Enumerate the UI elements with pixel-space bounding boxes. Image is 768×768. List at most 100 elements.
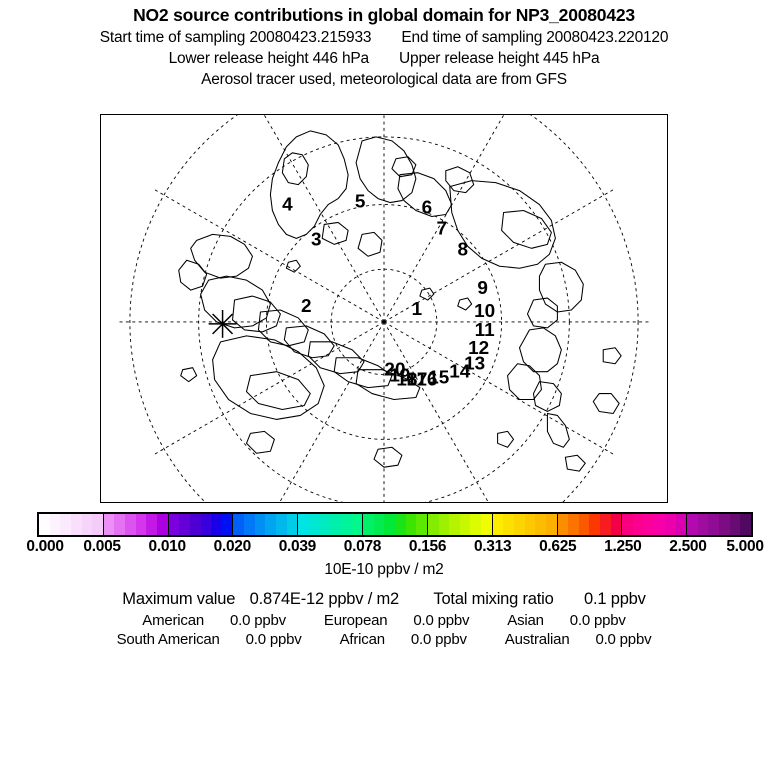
colorbar-step-8-4 bbox=[600, 514, 611, 535]
region-european: European 0.0 ppbv bbox=[324, 612, 470, 629]
colorbar-step-6-3 bbox=[459, 514, 471, 535]
colorbar-segment-0 bbox=[39, 514, 104, 535]
colorbar-step-6-4 bbox=[470, 514, 482, 535]
region-south-american: South American 0.0 ppbv bbox=[117, 631, 302, 648]
colorbar-segment-1 bbox=[103, 514, 169, 535]
start-time-label: Start time of sampling 20080423.215933 bbox=[99, 29, 372, 46]
region-australian-value: 0.0 ppbv bbox=[595, 631, 652, 648]
colorbar-step-2-3 bbox=[200, 514, 212, 535]
end-time-label: End time of sampling 20080423.220120 bbox=[401, 29, 669, 46]
hour-label-15: 15 bbox=[428, 368, 449, 389]
colorbar-step-5-2 bbox=[384, 514, 395, 535]
colorbar-step-8-2 bbox=[578, 514, 590, 535]
colorbar-step-10-0 bbox=[687, 514, 698, 535]
colorbar-tick-2: 0.010 bbox=[148, 538, 187, 555]
hour-label-16: 16 bbox=[416, 370, 437, 391]
region-south-american-value: 0.0 ppbv bbox=[245, 631, 302, 648]
colorbar-tick-0: 0.000 bbox=[26, 538, 64, 555]
maximum-value: 0.874E-12 ppbv / m2 bbox=[249, 590, 400, 608]
hour-label-11: 11 bbox=[475, 320, 495, 341]
hour-label-7: 7 bbox=[437, 218, 448, 239]
region-american-value: 0.0 ppbv bbox=[230, 612, 286, 629]
region-european-value: 0.0 ppbv bbox=[413, 612, 470, 629]
hour-label-8: 8 bbox=[457, 239, 468, 260]
colorbar-segment-9 bbox=[622, 514, 688, 535]
colorbar-step-0-5 bbox=[92, 514, 103, 535]
colorbar-step-4-5 bbox=[351, 514, 363, 535]
colorbar-step-8-5 bbox=[610, 514, 622, 535]
colorbar-step-5-4 bbox=[405, 514, 417, 535]
colorbar-step-6-0 bbox=[427, 514, 439, 535]
meridian-lines bbox=[116, 115, 652, 502]
tracer-note-row: Aerosol tracer used, meteorological data… bbox=[0, 71, 768, 89]
colorbar-step-7-2 bbox=[513, 514, 525, 535]
colorbar-tick-4: 0.039 bbox=[278, 538, 317, 555]
colorbar-step-4-2 bbox=[319, 514, 331, 535]
hour-label-4: 4 bbox=[282, 195, 293, 216]
colorbar-segment-6 bbox=[427, 514, 493, 535]
region-african: African 0.0 ppbv bbox=[340, 631, 467, 648]
colorbar-step-2-4 bbox=[211, 514, 222, 535]
region-south-american-label: South American bbox=[116, 631, 220, 648]
colorbar-step-1-2 bbox=[125, 514, 136, 535]
release-point-star-icon bbox=[208, 309, 237, 338]
colorbar-step-6-2 bbox=[449, 514, 460, 535]
colorbar-step-4-4 bbox=[340, 514, 352, 535]
colorbar-step-2-0 bbox=[168, 514, 180, 535]
colorbar-step-9-5 bbox=[675, 514, 687, 535]
region-african-label: African bbox=[339, 631, 385, 648]
hour-label-3: 3 bbox=[311, 229, 322, 250]
colorbar-step-9-3 bbox=[654, 514, 665, 535]
hour-label-10: 10 bbox=[474, 301, 495, 322]
colorbar-tick-3: 0.020 bbox=[213, 538, 252, 555]
colorbar-step-7-1 bbox=[503, 514, 514, 535]
colorbar-unit-label: 10E-10 ppbv / m2 bbox=[324, 561, 444, 578]
colorbar-step-3-5 bbox=[286, 514, 298, 535]
colorbar-step-2-2 bbox=[189, 514, 201, 535]
region-asian-label: Asian bbox=[507, 612, 544, 629]
colorbar-step-4-1 bbox=[308, 514, 320, 535]
sampling-time-row: Start time of sampling 20080423.215933 E… bbox=[0, 29, 768, 47]
upper-release-height-label: Upper release height 445 hPa bbox=[399, 50, 600, 67]
colorbar-step-4-0 bbox=[298, 514, 309, 535]
colorbar-step-3-4 bbox=[276, 514, 287, 535]
colorbar-step-10-5 bbox=[740, 514, 751, 535]
colorbar-step-8-1 bbox=[568, 514, 579, 535]
hour-label-9: 9 bbox=[477, 278, 488, 299]
colorbar-step-6-1 bbox=[438, 514, 450, 535]
colorbar-step-5-0 bbox=[363, 514, 374, 535]
map-plot-panel: 1 2 3 4 5 6 7 8 9 10 11 12 13 14 15 16 17 18 19 20 bbox=[100, 114, 668, 503]
colorbar-step-9-1 bbox=[632, 514, 644, 535]
colorbar-step-0-2 bbox=[60, 514, 71, 535]
total-mixing-ratio-value: 0.1 ppbv bbox=[584, 590, 646, 608]
hour-label-18: 18 bbox=[396, 370, 417, 391]
colorbar-step-4-3 bbox=[330, 514, 341, 535]
colorbar-step-8-0 bbox=[557, 514, 569, 535]
colorbar-step-10-2 bbox=[708, 514, 720, 535]
region-row-top: American 0.0 ppbv European 0.0 ppbv Asia… bbox=[0, 612, 768, 629]
region-australian-label: Australian bbox=[504, 631, 570, 648]
hour-label-13: 13 bbox=[464, 354, 485, 375]
colorbar bbox=[37, 512, 753, 537]
hour-label-14: 14 bbox=[449, 362, 471, 383]
colorbar-step-6-5 bbox=[481, 514, 492, 535]
colorbar-step-3-1 bbox=[244, 514, 255, 535]
colorbar-step-1-3 bbox=[135, 514, 147, 535]
colorbar-step-10-1 bbox=[697, 514, 709, 535]
colorbar-tick-6: 0.156 bbox=[408, 538, 447, 555]
colorbar-step-2-1 bbox=[179, 514, 190, 535]
colorbar-step-10-3 bbox=[719, 514, 730, 535]
hour-label-5: 5 bbox=[355, 192, 366, 213]
colorbar-step-7-4 bbox=[535, 514, 546, 535]
lower-release-height-label: Lower release height 446 hPa bbox=[168, 50, 370, 67]
colorbar-segment-10 bbox=[687, 514, 751, 535]
colorbar-segment-2 bbox=[168, 514, 234, 535]
colorbar-step-1-1 bbox=[114, 514, 126, 535]
colorbar-step-10-4 bbox=[729, 514, 741, 535]
page-title: NO2 source contributions in global domai… bbox=[133, 5, 635, 25]
colorbar-segment-8 bbox=[557, 514, 623, 535]
colorbar-step-3-2 bbox=[254, 514, 266, 535]
region-african-value: 0.0 ppbv bbox=[410, 631, 467, 648]
colorbar-segment-4 bbox=[298, 514, 364, 535]
